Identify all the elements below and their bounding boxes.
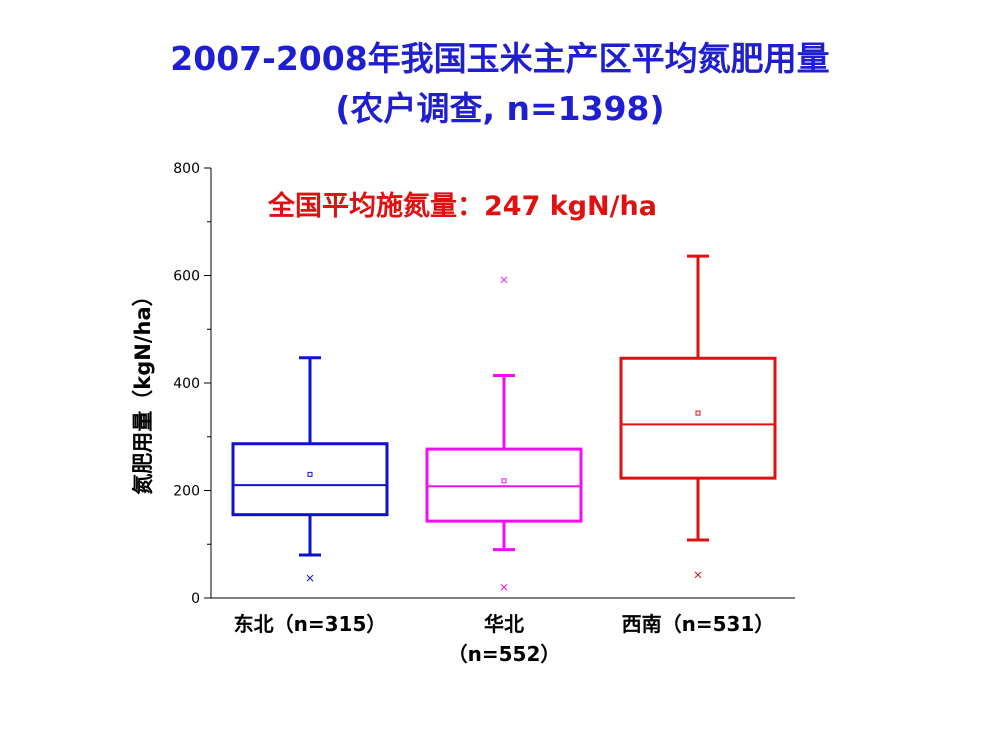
- box-1: [231, 356, 389, 582]
- interquartile-box: [619, 356, 777, 480]
- category-label: 华北: [484, 612, 524, 636]
- box-3: [619, 254, 777, 579]
- mean-marker: [501, 478, 507, 484]
- mean-marker: [307, 471, 313, 477]
- y-tick-label: 800: [173, 161, 200, 177]
- mean-marker: [695, 410, 701, 416]
- national-average-annotation: 全国平均施氮量：247 kgN/ha: [267, 190, 657, 222]
- y-tick-label: 200: [173, 484, 200, 500]
- max-outlier-marker: [500, 276, 508, 284]
- category-label-line2: （n=552）: [448, 642, 561, 666]
- category-label: 东北（n=315）: [234, 612, 387, 636]
- min-outlier-marker: [306, 574, 314, 582]
- min-outlier-marker: [500, 583, 508, 591]
- y-axis-label: 氮肥用量（kgN/ha）: [131, 285, 155, 494]
- y-tick-label: 0: [191, 591, 200, 607]
- interquartile-box: [231, 442, 389, 517]
- boxes: [231, 254, 777, 591]
- interquartile-box: [425, 447, 583, 523]
- min-outlier-marker: [694, 571, 702, 579]
- axes: 0 200 400 600 800: [173, 161, 795, 607]
- category-label: 西南（n=531）: [622, 612, 775, 636]
- chart-title: 2007-2008年我国玉米主产区平均氮肥用量: [170, 39, 830, 78]
- box-2: [425, 276, 583, 591]
- y-tick-label: 400: [173, 376, 200, 392]
- labels: 东北（n=315） 华北 （n=552） 西南（n=531）: [234, 612, 775, 666]
- y-tick-label: 600: [173, 269, 200, 285]
- chart-subtitle: (农户调查, n=1398): [335, 89, 665, 128]
